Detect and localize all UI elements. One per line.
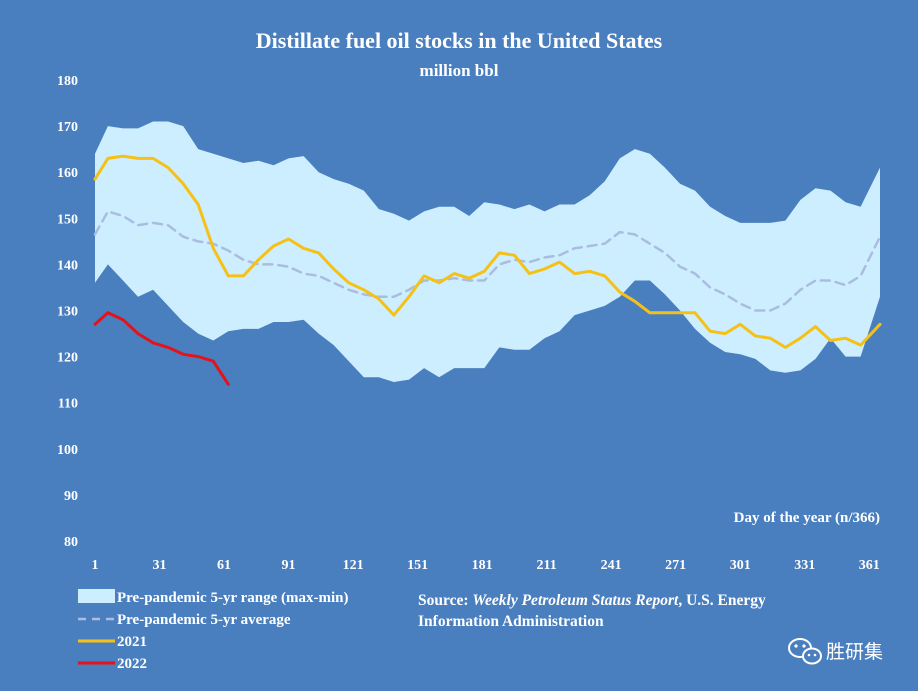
chart-subtitle: million bbl — [420, 61, 499, 80]
legend-label-average: Pre-pandemic 5-yr average — [117, 612, 291, 628]
x-tick-label: 61 — [217, 558, 231, 573]
plot-area — [93, 121, 882, 386]
x-tick-label: 361 — [859, 558, 880, 573]
series-line-2021 — [93, 154, 882, 349]
y-tick-label: 100 — [57, 443, 78, 458]
legend-label-2021: 2021 — [117, 634, 147, 650]
y-tick-label: 80 — [64, 535, 78, 550]
wechat-icon — [788, 638, 822, 665]
source-line-1: Source: Weekly Petroleum Status Report, … — [418, 592, 766, 609]
x-tick-label: 301 — [730, 558, 751, 573]
y-tick-label: 160 — [57, 166, 78, 181]
legend-swatch-range — [78, 589, 115, 603]
y-tick-label: 180 — [57, 74, 78, 89]
source-title: Weekly Petroleum Status Report — [472, 592, 679, 609]
watermark: 胜研集 — [788, 638, 883, 665]
x-tick-label: 241 — [601, 558, 622, 573]
y-tick-label: 110 — [58, 397, 78, 412]
series-line-pre-pandemic-5-yr-average — [93, 210, 882, 312]
x-tick-label: 211 — [537, 558, 557, 573]
source-prefix: Source: — [418, 592, 472, 609]
y-tick-label: 150 — [57, 212, 78, 227]
legend-label-2022: 2022 — [117, 656, 147, 672]
x-tick-label: 121 — [343, 558, 364, 573]
series-line-2022 — [93, 311, 230, 386]
source-note: Source: Weekly Petroleum Status Report, … — [418, 592, 766, 630]
y-tick-label: 170 — [57, 120, 78, 135]
range-band — [95, 121, 880, 382]
chart-title: Distillate fuel oil stocks in the United… — [256, 28, 663, 53]
source-suffix: , U.S. Energy — [678, 592, 766, 609]
legend: Pre-pandemic 5-yr range (max-min) Pre-pa… — [78, 589, 348, 672]
x-tick-label: 271 — [665, 558, 686, 573]
y-tick-label: 130 — [57, 305, 78, 320]
y-tick-label: 140 — [57, 258, 78, 273]
x-axis-label: Day of the year (n/366) — [734, 510, 880, 526]
x-tick-label: 331 — [794, 558, 815, 573]
x-tick-label: 151 — [407, 558, 428, 573]
y-tick-label: 90 — [64, 489, 78, 504]
x-tick-label: 31 — [153, 558, 167, 573]
y-axis-ticks: 80 90 100 110 120 130 140 150 160 170 180 — [57, 74, 78, 550]
x-tick-label: 91 — [282, 558, 296, 573]
x-tick-label: 1 — [92, 558, 99, 573]
source-line-2: Information Administration — [418, 613, 604, 630]
y-tick-label: 120 — [57, 351, 78, 366]
x-axis-ticks: 1 31 61 91 121 151 181 211 241 271 301 331 361 — [92, 558, 880, 573]
watermark-text: 胜研集 — [826, 641, 883, 663]
legend-label-range: Pre-pandemic 5-yr range (max-min) — [117, 590, 348, 606]
x-tick-label: 181 — [472, 558, 493, 573]
